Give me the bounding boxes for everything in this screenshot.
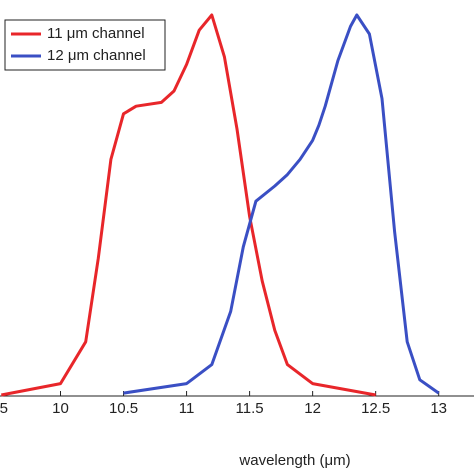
x-tick-label: 9.5 xyxy=(0,400,8,417)
series-line xyxy=(123,13,440,395)
x-tick-label: 10 xyxy=(52,400,69,417)
legend-label: 12 μm channel xyxy=(47,47,146,64)
x-tick-label: 11.5 xyxy=(236,400,264,417)
legend-box xyxy=(4,19,166,71)
legend-label: 11 μm channel xyxy=(47,25,145,42)
x-tick-label: 12.5 xyxy=(361,400,390,417)
x-axis-label: wavelength (μm) xyxy=(238,452,350,469)
x-tick-label: 10.5 xyxy=(109,400,138,417)
x-tick-label: 11 xyxy=(179,400,195,417)
x-tick-label: 13 xyxy=(430,400,447,417)
series-line xyxy=(1,13,376,397)
x-tick-label: 12 xyxy=(304,400,321,417)
